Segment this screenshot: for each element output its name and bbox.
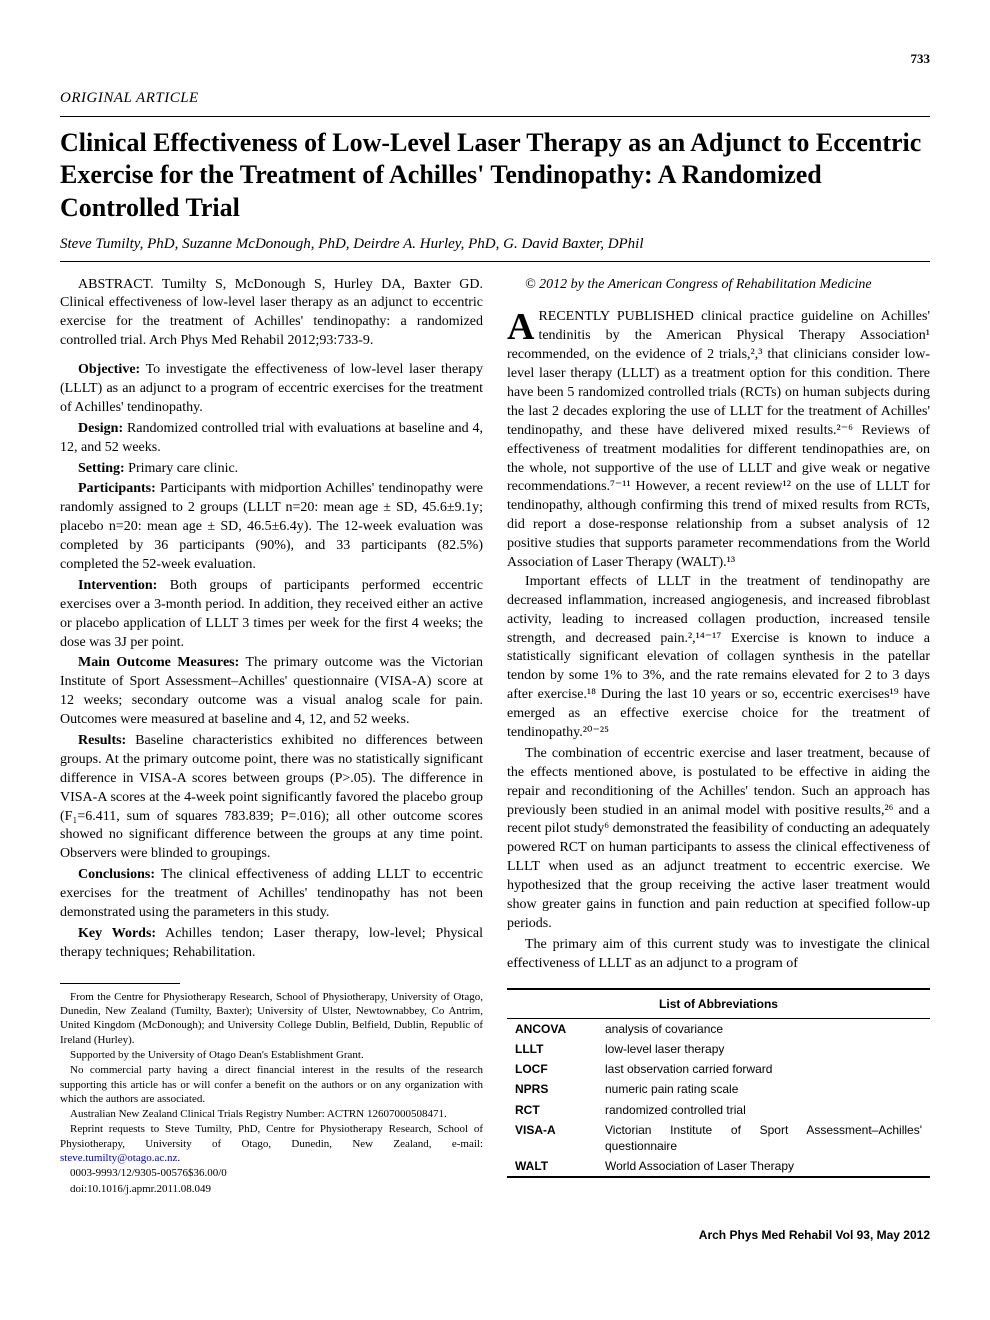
results-label: Results:: [78, 733, 126, 748]
conclusions-label: Conclusions:: [78, 867, 155, 882]
footnote-disclosure: No commercial party having a direct fina…: [60, 1063, 483, 1106]
body-paragraph-2: Important effects of LLLT in the treatme…: [507, 573, 930, 743]
reprint-text: Reprint requests to Steve Tumilty, PhD, …: [60, 1123, 483, 1149]
intervention-label: Intervention:: [78, 578, 157, 593]
table-row: LLLTlow-level laser therapy: [507, 1039, 930, 1059]
abstract-design: Design: Randomized controlled trial with…: [60, 420, 483, 458]
abbr-cell: RCT: [507, 1100, 597, 1120]
table-row: ANCOVAanalysis of covariance: [507, 1019, 930, 1039]
abstract-results: Results: Baseline characteristics exhibi…: [60, 732, 483, 864]
right-column: © 2012 by the American Congress of Rehab…: [507, 276, 930, 1197]
left-column: ABSTRACT. Tumilty S, McDonough S, Hurley…: [60, 276, 483, 1197]
abstract-outcome: Main Outcome Measures: The primary outco…: [60, 654, 483, 730]
table-row: NPRSnumeric pain rating scale: [507, 1079, 930, 1099]
setting-label: Setting:: [78, 461, 125, 476]
authors-line: Steve Tumilty, PhD, Suzanne McDonough, P…: [60, 234, 930, 254]
footnotes: From the Centre for Physiotherapy Resear…: [60, 990, 483, 1196]
footnote-rule: [60, 983, 180, 984]
body-p1-text: RECENTLY PUBLISHED clinical practice gui…: [507, 309, 930, 570]
article-title: Clinical Effectiveness of Low-Level Lase…: [60, 127, 930, 225]
design-label: Design:: [78, 421, 123, 436]
page-number: 733: [60, 50, 930, 68]
outcome-label: Main Outcome Measures:: [78, 655, 239, 670]
header-rule: [60, 116, 930, 117]
abbreviations-box: List of Abbreviations ANCOVAanalysis of …: [507, 988, 930, 1179]
footnote-reprint: Reprint requests to Steve Tumilty, PhD, …: [60, 1122, 483, 1165]
abstract-citation: ABSTRACT. Tumilty S, McDonough S, Hurley…: [60, 276, 483, 352]
reprint-email[interactable]: steve.tumilty@otago.ac.nz: [60, 1152, 177, 1164]
def-cell: low-level laser therapy: [597, 1039, 930, 1059]
def-cell: World Association of Laser Therapy: [597, 1156, 930, 1176]
table-row: WALTWorld Association of Laser Therapy: [507, 1156, 930, 1176]
table-row: VISA-AVictorian Institute of Sport Asses…: [507, 1120, 930, 1156]
page-footer: Arch Phys Med Rehabil Vol 93, May 2012: [60, 1227, 930, 1243]
footnote-registry: Australian New Zealand Clinical Trials R…: [60, 1107, 483, 1121]
abbr-cell: ANCOVA: [507, 1019, 597, 1039]
abbr-cell: WALT: [507, 1156, 597, 1176]
abstract-participants: Participants: Participants with midporti…: [60, 480, 483, 574]
abbreviations-table: ANCOVAanalysis of covariance LLLTlow-lev…: [507, 1019, 930, 1177]
def-cell: numeric pain rating scale: [597, 1079, 930, 1099]
abbr-cell: NPRS: [507, 1079, 597, 1099]
body-paragraph-3: The combination of eccentric exercise an…: [507, 745, 930, 934]
authors-rule: [60, 261, 930, 262]
body-paragraph-1: A RECENTLY PUBLISHED clinical practice g…: [507, 308, 930, 572]
abstract-conclusions: Conclusions: The clinical effectiveness …: [60, 866, 483, 923]
abbr-cell: LOCF: [507, 1059, 597, 1079]
abstract-setting: Setting: Primary care clinic.: [60, 460, 483, 479]
table-row: RCTrandomized controlled trial: [507, 1100, 930, 1120]
def-cell: last observation carried forward: [597, 1059, 930, 1079]
participants-label: Participants:: [78, 481, 156, 496]
def-cell: Victorian Institute of Sport Assessment–…: [597, 1120, 930, 1156]
abbr-cell: LLLT: [507, 1039, 597, 1059]
setting-text: Primary care clinic.: [125, 461, 239, 476]
footnote-issn: 0003-9993/12/9305-00576$36.00/0: [60, 1166, 483, 1180]
two-column-layout: ABSTRACT. Tumilty S, McDonough S, Hurley…: [60, 276, 930, 1197]
abbreviations-title: List of Abbreviations: [507, 990, 930, 1019]
keywords-label: Key Words:: [78, 926, 156, 941]
article-type: ORIGINAL ARTICLE: [60, 88, 930, 108]
design-text: Randomized controlled trial with evaluat…: [60, 421, 483, 455]
footnote-doi: doi:10.1016/j.apmr.2011.08.049: [60, 1182, 483, 1196]
abbr-cell: VISA-A: [507, 1120, 597, 1156]
footnote-affiliation: From the Centre for Physiotherapy Resear…: [60, 990, 483, 1047]
abstract-objective: Objective: To investigate the effectiven…: [60, 361, 483, 418]
abstract-intervention: Intervention: Both groups of participant…: [60, 577, 483, 653]
table-row: LOCFlast observation carried forward: [507, 1059, 930, 1079]
copyright-line: © 2012 by the American Congress of Rehab…: [507, 276, 930, 295]
footnote-support: Supported by the University of Otago Dea…: [60, 1048, 483, 1062]
def-cell: analysis of covariance: [597, 1019, 930, 1039]
dropcap: A: [507, 308, 538, 342]
def-cell: randomized controlled trial: [597, 1100, 930, 1120]
abstract-keywords: Key Words: Achilles tendon; Laser therap…: [60, 925, 483, 963]
results-text: Baseline characteristics exhibited no di…: [60, 733, 483, 861]
body-paragraph-4: The primary aim of this current study wa…: [507, 936, 930, 974]
objective-label: Objective:: [78, 362, 140, 377]
